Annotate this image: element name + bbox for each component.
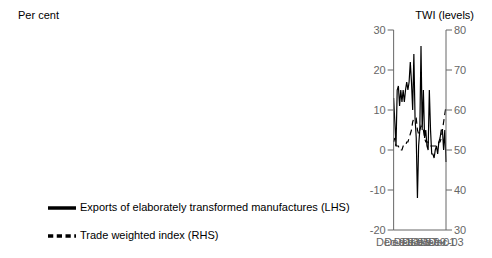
html-text:Exports of elaborately transfo: Exports of elaborately transformed manuf… — [80, 200, 350, 213]
svg-text:-10: -10 — [370, 184, 386, 196]
svg-text:30: 30 — [373, 24, 385, 36]
svg-text:70: 70 — [454, 64, 466, 76]
svg-text:0: 0 — [380, 144, 386, 156]
svg-text:60: 60 — [454, 104, 466, 116]
svg-text:Dec-03: Dec-03 — [428, 236, 463, 248]
svg-text:20: 20 — [373, 64, 385, 76]
svg-text:10: 10 — [373, 104, 385, 116]
html-text:Per cent: Per cent — [18, 9, 59, 21]
html-text:TWI (levels): TWI (levels) — [415, 9, 474, 21]
svg-text:40: 40 — [454, 184, 466, 196]
html-text:Trade weighted index (RHS): Trade weighted index (RHS) — [80, 228, 219, 241]
svg-text:80: 80 — [454, 24, 466, 36]
svg-text:-20: -20 — [370, 224, 386, 236]
svg-text:30: 30 — [454, 224, 466, 236]
svg-text:50: 50 — [454, 144, 466, 156]
